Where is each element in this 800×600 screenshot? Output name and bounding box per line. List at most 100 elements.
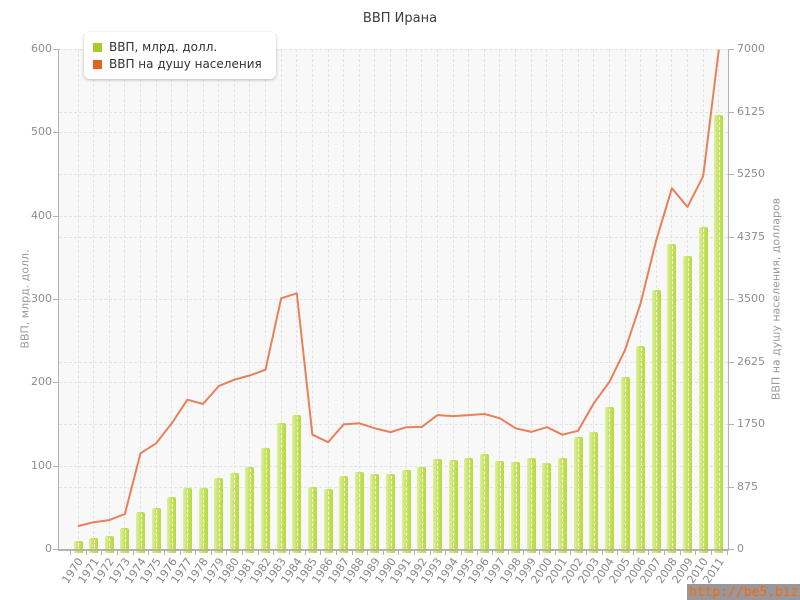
gdp-bar-2000[interactable] [542, 463, 552, 553]
gdp-bar-2008[interactable] [667, 244, 677, 553]
gdp-bar-1984[interactable] [292, 414, 302, 553]
gdp-bar-2010[interactable] [698, 227, 708, 553]
x-axis-tick [304, 551, 306, 555]
gdp-bar-1982[interactable] [261, 448, 271, 553]
legend-item-gdp-per-capita[interactable]: ВВП на душу населения [93, 56, 262, 72]
left-axis-tick [53, 549, 58, 550]
gdp-bar-1980[interactable] [229, 473, 239, 553]
chart-title: ВВП Ирана [362, 11, 438, 26]
gdp-bar-1996[interactable] [479, 454, 489, 553]
gdp-bar-1995[interactable] [464, 458, 474, 553]
left-axis-tick [53, 465, 58, 467]
gdp-bar-1983[interactable] [276, 423, 286, 553]
x-axis-tick [273, 551, 275, 555]
gridline-horizontal [59, 174, 728, 175]
right-axis-tick-label: 4375 [737, 229, 765, 243]
gdp-bar-1988[interactable] [354, 472, 364, 553]
gdp-bar-1994[interactable] [448, 459, 458, 553]
watermark-link[interactable]: http://be5.biz/ [687, 584, 800, 600]
gdp-bar-1972[interactable] [104, 535, 114, 553]
gdp-bar-2002[interactable] [573, 437, 583, 553]
gdp-bar-1986[interactable] [323, 489, 333, 553]
gdp-bar-1971[interactable] [89, 538, 99, 553]
x-axis-tick [117, 551, 119, 555]
gdp-bar-2011[interactable] [714, 114, 724, 553]
x-axis-tick [445, 551, 447, 555]
x-axis-tick [288, 551, 290, 555]
gdp-bar-2001[interactable] [557, 458, 567, 553]
gridline-horizontal [59, 132, 728, 134]
x-axis-tick [539, 551, 541, 555]
gdp-bar-1989[interactable] [370, 474, 380, 553]
x-axis-tick [695, 551, 697, 555]
legend: ВВП, млрд. долл. ВВП на душу населения [84, 32, 276, 79]
gdp-bar-2006[interactable] [636, 345, 646, 553]
right-axis-tick [729, 299, 734, 300]
gdp-bar-1975[interactable] [151, 508, 161, 553]
x-axis-tick [726, 551, 728, 555]
legend-item-gdp[interactable]: ВВП, млрд. долл. [93, 39, 262, 55]
left-axis-line [58, 49, 59, 551]
gdp-bar-1990[interactable] [386, 474, 396, 553]
gdp-bar-1976[interactable] [167, 497, 177, 553]
gdp-bar-1992[interactable] [417, 466, 427, 553]
legend-label-gdp: ВВП, млрд. долл. [109, 40, 218, 54]
left-axis-tick-label: 100 [31, 458, 52, 472]
right-axis-tick [729, 549, 734, 550]
right-axis-tick-label: 6125 [737, 104, 765, 118]
x-axis-tick [648, 551, 650, 555]
gdp-bar-1997[interactable] [495, 460, 505, 553]
plot-area [59, 49, 728, 553]
gdp-bar-1981[interactable] [245, 466, 255, 553]
right-axis-tick [729, 111, 734, 113]
gridline-horizontal [59, 111, 728, 113]
gdp-bar-1979[interactable] [214, 478, 224, 553]
gdp-per-capita-series-swatch [93, 59, 102, 69]
gdp-per-capita-line-layer [77, 49, 720, 528]
right-axis-tick [729, 486, 734, 488]
x-axis-tick [507, 551, 509, 555]
right-axis-tick-label: 3500 [737, 292, 765, 305]
left-axis-tick-label: 0 [45, 542, 52, 555]
gdp-bar-2003[interactable] [589, 432, 599, 553]
gdp-series-swatch [93, 42, 102, 52]
x-axis-line [58, 549, 729, 551]
gdp-bar-2005[interactable] [620, 377, 630, 553]
gdp-bar-1977[interactable] [182, 488, 192, 553]
x-axis-tick [679, 551, 681, 555]
gdp-bar-1970[interactable] [73, 540, 83, 553]
gdp-bar-1987[interactable] [339, 475, 349, 553]
gdp-bar-2007[interactable] [651, 289, 661, 553]
left-axis-tick [53, 215, 58, 217]
gridline-horizontal [59, 465, 728, 467]
gdp-bar-1998[interactable] [511, 462, 521, 553]
right-axis-tick-label: 2625 [737, 354, 765, 368]
gdp-bar-1985[interactable] [307, 487, 317, 553]
x-axis-tick [195, 551, 197, 555]
gdp-bar-1974[interactable] [136, 512, 146, 553]
x-axis-tick [132, 551, 134, 555]
right-axis-tick-label: 5250 [737, 167, 765, 180]
gdp-bar-1999[interactable] [526, 458, 536, 553]
x-axis-tick [367, 551, 369, 555]
x-axis-tick [476, 551, 478, 555]
left-axis-tick [53, 382, 58, 384]
left-axis-tick-label: 500 [31, 125, 52, 139]
gdp-bar-1973[interactable] [120, 528, 130, 553]
x-axis-tick [335, 551, 337, 555]
gdp-bar-1978[interactable] [198, 488, 208, 553]
gdp-per-capita-line[interactable] [77, 49, 720, 528]
gdp-bar-2004[interactable] [604, 406, 614, 553]
gridline-horizontal [59, 49, 728, 50]
x-axis-tick [70, 551, 72, 555]
gdp-bar-1993[interactable] [432, 459, 442, 553]
x-axis-tick [85, 551, 87, 555]
x-axis-tick [210, 551, 212, 555]
x-axis-tick [570, 551, 572, 555]
x-axis-tick [101, 551, 103, 555]
right-axis-tick-label: 1750 [737, 417, 765, 430]
gdp-bar-1991[interactable] [401, 469, 411, 553]
right-axis-tick-label: 7000 [737, 42, 765, 55]
gdp-bar-2009[interactable] [683, 255, 693, 553]
